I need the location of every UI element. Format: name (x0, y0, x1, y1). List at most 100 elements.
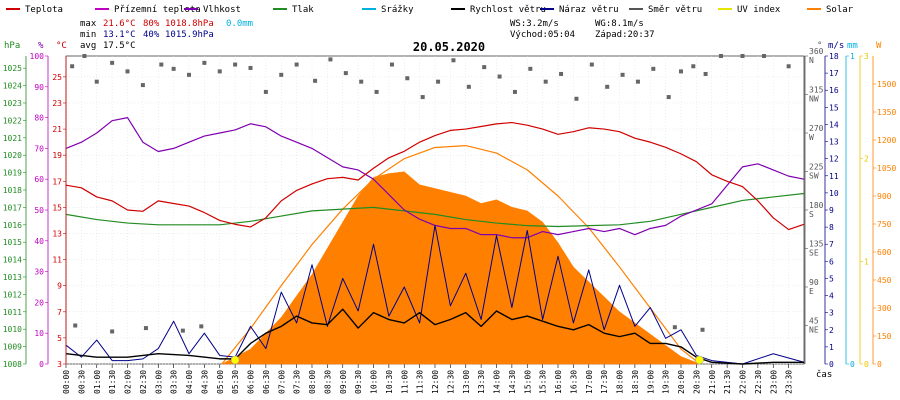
temp-axis-label: 9 (57, 282, 62, 291)
wind-direction-point (543, 79, 548, 84)
ms-axis-label: 10 (829, 189, 839, 198)
x-tick-label: 15:30 (539, 370, 548, 394)
wind-direction-point (635, 79, 640, 84)
dir-axis-compass: E (809, 287, 814, 296)
x-tick-label: 08:30 (323, 370, 332, 394)
dir-axis-label: 135 (809, 240, 824, 249)
x-tick-label: 07:30 (293, 370, 302, 394)
x-tick-label: 01:00 (93, 370, 102, 394)
ms-axis-label: 14 (829, 120, 839, 129)
x-tick-label: 04:30 (200, 370, 209, 394)
chart-title: 20.05.2020 (413, 40, 485, 54)
x-tick-label: 03:00 (154, 370, 163, 394)
hpa-axis-label: 1011 (3, 308, 22, 317)
legend-label: Náraz větru (559, 5, 619, 15)
solar-theoretical-line (221, 145, 701, 365)
hum-axis-label: 30 (34, 268, 44, 277)
ms-axis-label: 8 (829, 223, 834, 232)
wind-direction-point (248, 65, 253, 70)
wind-direction-point (405, 76, 410, 81)
x-tick-label: 14:00 (493, 370, 502, 394)
ms-axis-label: 12 (829, 155, 839, 164)
x-tick-label: 05:30 (231, 370, 240, 394)
uv-marker (695, 355, 704, 365)
hpa-axis-label: 1023 (3, 99, 22, 108)
hpa-axis-label: 1012 (3, 290, 22, 299)
ms-axis-label: 5 (829, 274, 834, 283)
wind-direction-point (589, 62, 594, 67)
x-tick-label: 22:30 (754, 370, 763, 394)
wind-direction-point (679, 69, 683, 74)
ms-axis-label: 6 (829, 257, 834, 266)
x-tick-label: 11:30 (416, 370, 425, 394)
x-tick-label: 09:30 (354, 370, 363, 394)
dir-axis-label: 225 (809, 163, 824, 172)
wind-direction-point (466, 84, 471, 89)
legend-label: UV index (737, 5, 781, 15)
temp-axis-label: 23 (52, 99, 62, 108)
hum-axis-label: 90 (34, 83, 44, 92)
wind-direction-point (82, 54, 87, 58)
x-tick-label: 10:00 (370, 370, 379, 394)
wind-direction-point (451, 58, 456, 63)
x-tick-label: 02:30 (139, 370, 148, 394)
ms-axis-label: 4 (829, 292, 834, 301)
stat-min-press: 1015.9hPa (165, 30, 214, 40)
wind-direction-point (263, 89, 268, 94)
legend-label: Vlhkost (203, 5, 241, 15)
pressure-line (65, 192, 805, 228)
hum-axis-label: 60 (34, 175, 44, 184)
hpa-axis-label: 1009 (3, 343, 22, 352)
dir-axis-label: 45 (809, 317, 819, 326)
w-axis-label: 1350 (877, 108, 896, 117)
wind-direction-point (528, 66, 533, 71)
x-tick-label: 06:00 (247, 370, 256, 394)
hpa-axis-label: 1022 (3, 116, 22, 125)
hpa-axis-label: 1010 (3, 325, 22, 334)
wind-direction-point (691, 64, 696, 69)
wind-direction-point (110, 329, 115, 334)
x-tick-label: 23:30 (785, 370, 794, 394)
uv-axis-label: 2 (864, 155, 869, 164)
stats-block: max 21.6°C 80% 1018.8hPa 0.0mm min 13.1°… (80, 19, 655, 51)
wind-direction-point (374, 89, 379, 94)
wind-direction-point (666, 95, 671, 100)
wind-direction-point (125, 69, 130, 74)
ms-axis-label: 18 (829, 52, 839, 61)
hum-axis-label: 10 (34, 329, 44, 338)
dir-axis-compass: NE (809, 326, 819, 335)
chart-legend: Teplota Přízemní teplota Vlhkost Tlak Srážky… (6, 5, 854, 15)
x-tick-label: 08:00 (308, 370, 317, 394)
hpa-axis-label: 1021 (3, 134, 22, 143)
wind-direction-point (718, 54, 723, 58)
w-axis-label: 150 (877, 332, 892, 341)
temperature-line (65, 121, 805, 231)
axis-unit-hum: % (38, 41, 44, 51)
x-tick-label: 21:00 (708, 370, 717, 394)
w-axis-label: 1500 (877, 80, 896, 89)
wind-direction-point (389, 62, 394, 67)
wind-direction-point (762, 54, 767, 58)
ms-axis-label: 16 (829, 86, 839, 95)
wind-direction-point (73, 323, 78, 328)
x-tick-label: 03:30 (170, 370, 179, 394)
stat-max-press: 1018.8hPa (165, 19, 214, 29)
wind-direction-point (420, 95, 425, 100)
wind-direction-point (313, 78, 318, 83)
temp-axis-label: 19 (52, 151, 62, 160)
x-tick-label: 05:00 (216, 370, 225, 394)
dir-axis-label: 360 (809, 47, 824, 56)
x-tick-label: 17:00 (585, 370, 594, 394)
temp-axis-label: 7 (57, 308, 62, 317)
uv-axis-label: 0 (864, 360, 869, 369)
x-tick-label: 13:00 (462, 370, 471, 394)
ms-axis-label: 11 (829, 172, 839, 181)
wind-direction-point (217, 69, 222, 74)
hpa-axis-label: 1008 (3, 360, 22, 369)
plot-area (65, 54, 805, 368)
stat-avg-label: avg (80, 41, 96, 51)
hum-axis-label: 20 (34, 298, 44, 307)
wind-direction-point (140, 83, 145, 88)
axis-unit-ms: m/s (828, 41, 844, 51)
axis-unit-mm: mm (847, 41, 858, 51)
